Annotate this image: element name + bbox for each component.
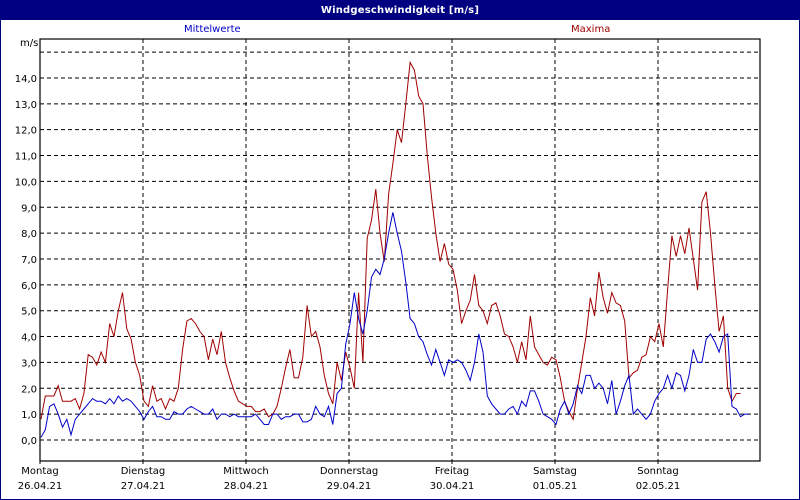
plot-frame: [39, 38, 761, 462]
y-tick-label: 5,0: [21, 307, 37, 318]
y-tick-label: 13,0: [15, 100, 37, 111]
x-date-label: 28.04.21: [223, 481, 269, 492]
y-tick-label: 3,0: [21, 358, 37, 369]
y-tick-label: 10,0: [15, 177, 37, 188]
x-date-label: 29.04.21: [326, 481, 372, 492]
y-tick-label: 11,0: [15, 152, 37, 163]
y-tick-label: 1,0: [21, 410, 37, 421]
grid-lines: [39, 39, 760, 464]
x-day-label: Donnerstag: [319, 466, 379, 477]
window-title: Windgeschwindigkeit [m/s]: [1, 1, 799, 20]
x-day-label: Mittwoch: [223, 466, 269, 477]
x-date-label: 02.05.21: [635, 481, 681, 492]
y-tick-label: 0,0: [21, 436, 37, 447]
y-tick-label: 6,0: [21, 281, 37, 292]
x-day-label: Sonntag: [637, 466, 679, 477]
x-date-label: 27.04.21: [120, 481, 166, 492]
x-date-label: 01.05.21: [532, 481, 578, 492]
x-day-label: Montag: [21, 466, 59, 477]
y-tick-label: 7,0: [21, 255, 37, 266]
x-day-label: Samstag: [533, 466, 577, 477]
maxima-line: [40, 60, 741, 421]
y-tick-label: 2,0: [21, 384, 37, 395]
y-tick-label: 4,0: [21, 333, 37, 344]
legend-max-label: Maxima: [571, 24, 611, 35]
y-axis-unit: m/s: [20, 38, 39, 49]
y-tick-label: 14,0: [15, 74, 37, 85]
y-tick-label: 8,0: [21, 229, 37, 240]
mean-line: [40, 212, 750, 438]
x-day-label: Freitag: [434, 466, 470, 477]
x-date-label: 26.04.21: [17, 481, 63, 492]
y-tick-label: 9,0: [21, 203, 37, 214]
x-day-label: Dienstag: [120, 466, 166, 477]
legend-mean-label: Mittelwerte: [184, 24, 241, 35]
y-axis-ticks: 0,0 1,0 2,0 3,0 4,0 5,0 6,0 7,0 8,0 9,0 10,0 11,0 12…: [15, 74, 37, 447]
y-tick-label: 12,0: [15, 126, 37, 137]
x-date-label: 30.04.21: [429, 481, 475, 492]
